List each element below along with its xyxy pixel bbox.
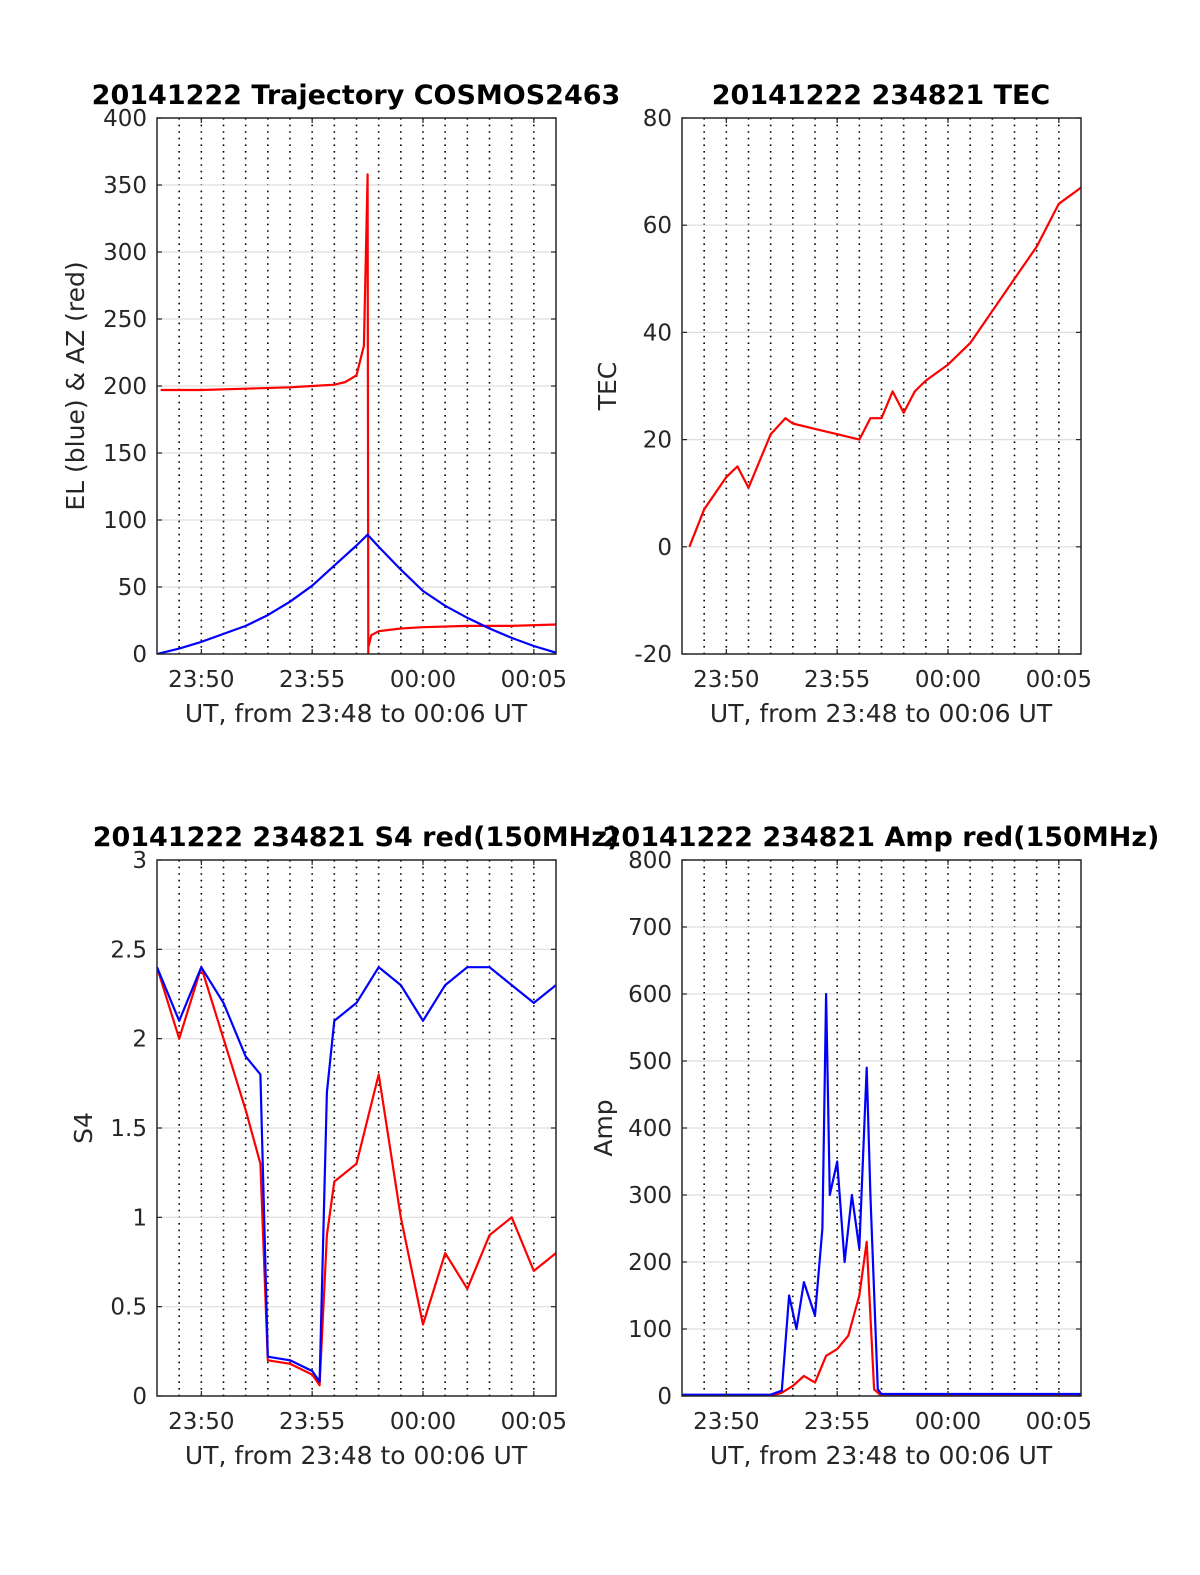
xlabel-tec: UT, from 23:48 to 00:06 UT (710, 699, 1053, 728)
y-tick-label: 40 (643, 320, 672, 346)
y-tick-label: 80 (643, 106, 672, 132)
red-series-line (682, 1240, 1081, 1396)
y-tick-label: 350 (103, 173, 147, 199)
xlabel-s4: UT, from 23:48 to 00:06 UT (185, 1441, 528, 1470)
blue-series-line (157, 966, 556, 1383)
y-tick-label: 60 (643, 213, 672, 239)
y-tick-label: 800 (628, 848, 672, 874)
x-tick-label: 23:50 (693, 667, 759, 693)
x-tick-label: 00:05 (1026, 667, 1092, 693)
red-series-line (160, 173, 556, 654)
y-tick-label: 0 (132, 1384, 147, 1410)
y-tick-label: 100 (628, 1317, 672, 1343)
y-tick-label: 300 (103, 240, 147, 266)
x-tick-label: 00:05 (501, 1409, 567, 1435)
blue-series-line (157, 533, 556, 654)
panel-tec: 20141222 234821 TEC -20 0 20 40 60 80 23:50 23:… (593, 80, 1092, 728)
y-tick-label: 0.5 (110, 1295, 147, 1321)
x-tick-label: 23:55 (804, 667, 870, 693)
y-tick-label: 700 (628, 915, 672, 941)
y-tick-label: 600 (628, 982, 672, 1008)
y-tick-label: 1.5 (110, 1116, 147, 1142)
y-tick-label: 2 (132, 1027, 147, 1053)
ylabel-s4: S4 (69, 1112, 98, 1144)
red-series-line (688, 186, 1081, 548)
y-tick-label: 200 (628, 1250, 672, 1276)
y-tick-label: 500 (628, 1049, 672, 1075)
x-tick-label: 00:00 (390, 667, 456, 693)
ylabel-trajectory: EL (blue) & AZ (red) (61, 261, 90, 510)
red-series-line (157, 966, 556, 1387)
y-tick-label: 3 (132, 848, 147, 874)
x-tick-label: 23:55 (804, 1409, 870, 1435)
panel-amp: 20141222 234821 Amp red(150MHz) 0 100 200 3… (589, 822, 1159, 1470)
title-tec: 20141222 234821 TEC (712, 80, 1051, 111)
x-tick-label: 00:05 (1026, 1409, 1092, 1435)
panel-s4: 20141222 234821 S4 red(150MHz) 0 0.5 1 1.5 2… (69, 822, 619, 1470)
x-tick-label: 23:50 (693, 1409, 759, 1435)
xlabel-amp: UT, from 23:48 to 00:06 UT (710, 1441, 1053, 1470)
y-tick-label: 2.5 (110, 937, 147, 963)
xlabel-trajectory: UT, from 23:48 to 00:06 UT (185, 699, 528, 728)
y-tick-label: 0 (657, 1384, 672, 1410)
ylabel-amp: Amp (589, 1099, 618, 1156)
blue-series-line (682, 992, 1081, 1396)
y-tick-label: 50 (118, 575, 147, 601)
plot-area-tec (682, 118, 1081, 654)
title-amp: 20141222 234821 Amp red(150MHz) (603, 822, 1160, 853)
ylabel-tec: TEC (593, 362, 622, 412)
title-s4: 20141222 234821 S4 red(150MHz) (93, 822, 620, 853)
x-tick-label: 00:00 (915, 1409, 981, 1435)
panel-trajectory: 20141222 Trajectory COSMOS2463 0 50 100 150… (61, 80, 620, 728)
x-tick-label: 23:50 (168, 1409, 234, 1435)
title-trajectory: 20141222 Trajectory COSMOS2463 (92, 80, 621, 111)
y-tick-label: 20 (643, 428, 672, 454)
x-tick-label: 00:00 (915, 667, 981, 693)
x-tick-label: 00:00 (390, 1409, 456, 1435)
y-tick-label: 150 (103, 441, 147, 467)
y-tick-label: 400 (628, 1116, 672, 1142)
y-tick-label: 1 (132, 1205, 147, 1231)
y-tick-label: 250 (103, 307, 147, 333)
x-tick-label: 23:55 (279, 667, 345, 693)
x-tick-label: 23:55 (279, 1409, 345, 1435)
y-tick-label: 100 (103, 508, 147, 534)
y-tick-label: -20 (634, 642, 672, 668)
y-tick-label: 300 (628, 1183, 672, 1209)
x-tick-label: 00:05 (501, 667, 567, 693)
y-tick-label: 400 (103, 106, 147, 132)
y-tick-label: 0 (132, 642, 147, 668)
x-tick-label: 23:50 (168, 667, 234, 693)
y-tick-label: 0 (657, 535, 672, 561)
y-tick-label: 200 (103, 374, 147, 400)
